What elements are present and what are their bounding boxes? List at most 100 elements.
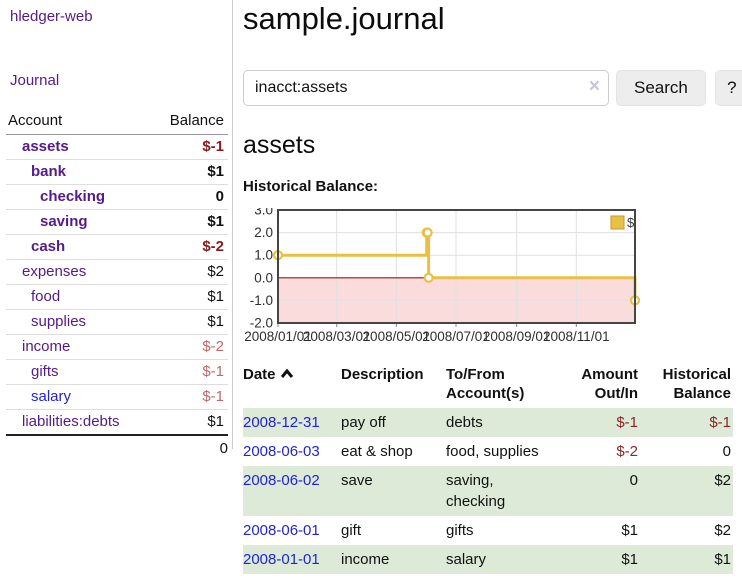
sidebar-item-journal[interactable]: Journal xyxy=(10,72,60,89)
transaction-description: gift xyxy=(341,522,362,539)
account-row: saving $1 xyxy=(6,209,228,235)
account-row: supplies $1 xyxy=(6,309,228,335)
x-axis-tick-label: 2008/11/01 xyxy=(543,329,610,344)
transaction-accounts: food, supplies xyxy=(446,443,539,460)
accounts-header-account: Account xyxy=(6,110,152,135)
account-row: gifts $-1 xyxy=(6,359,228,385)
y-axis-tick-label: 0.0 xyxy=(254,270,273,285)
search-input-wrap: × xyxy=(243,70,609,106)
account-link[interactable]: checking xyxy=(40,188,106,205)
accounts-rows: assets $-1 bank $1 checking 0 saving $1 cash $-2 e… xyxy=(6,134,228,436)
search-input[interactable] xyxy=(243,70,609,106)
account-row: expenses $2 xyxy=(6,259,228,285)
accounts-total-row: 0 xyxy=(6,434,228,462)
clear-search-icon[interactable]: × xyxy=(588,76,600,97)
transaction-balance: $2 xyxy=(640,466,733,516)
transaction-accounts: saving, checking xyxy=(446,466,576,516)
account-balance: 0 xyxy=(151,184,228,210)
transaction-accounts: gifts xyxy=(446,522,474,539)
x-axis-tick-label: 2008/05/01 xyxy=(363,329,431,344)
register-row: 2008-06-02 save saving, checking 0 $2 xyxy=(243,466,733,516)
transaction-date-link[interactable]: 2008-06-03 xyxy=(243,443,320,460)
sort-ascending-icon xyxy=(280,368,293,378)
account-row: liabilities:debts $1 xyxy=(6,409,228,436)
y-axis-tick-label: -1.0 xyxy=(250,293,273,308)
transaction-date-link[interactable]: 2008-06-01 xyxy=(243,522,320,539)
account-link[interactable]: bank xyxy=(31,163,67,180)
account-row: bank $1 xyxy=(6,159,228,185)
account-balance: $1 xyxy=(151,209,228,235)
transaction-amount: $-2 xyxy=(616,443,638,460)
account-link[interactable]: expenses xyxy=(22,263,87,280)
account-row: income $-2 xyxy=(6,334,228,360)
account-heading: assets xyxy=(243,131,316,159)
account-link[interactable]: gifts xyxy=(31,363,59,380)
y-axis-tick-label: 3.0 xyxy=(254,208,273,218)
transaction-date-link[interactable]: 2008-01-01 xyxy=(243,551,320,568)
account-balance: $1 xyxy=(151,159,228,185)
register-table: Date Description To/From Account(s) Amou… xyxy=(243,365,733,574)
search-button[interactable]: Search xyxy=(616,70,706,106)
transaction-amount: $1 xyxy=(576,545,640,574)
main-content: sample.journal × Search ? assets Histori… xyxy=(233,0,742,574)
plot-border xyxy=(277,209,636,324)
register-header-amount: Amount Out/In xyxy=(581,366,638,402)
account-balance: $1 xyxy=(151,284,228,310)
account-link[interactable]: income xyxy=(22,338,71,355)
account-row: checking 0 xyxy=(6,184,228,210)
x-axis-tick-label: 2008/07/01 xyxy=(422,329,490,344)
register-row: 2008-06-01 gift gifts $1 $2 xyxy=(243,516,733,545)
historical-balance-chart: $3.0 2.0 1.0 0.0 -1.0 -2.02008/01/012008/03/0… xyxy=(244,208,641,344)
register-header-date[interactable]: Date xyxy=(243,365,341,408)
transaction-balance: 0 xyxy=(722,443,731,460)
transaction-accounts: debts xyxy=(446,408,576,437)
register-row: 2008-06-03 eat & shop food, supplies $-2 0 xyxy=(243,437,733,466)
account-link[interactable]: liabilities:debts xyxy=(22,413,120,430)
account-balance: $-1 xyxy=(151,384,228,410)
y-axis-tick-label: 2.0 xyxy=(254,225,273,240)
transaction-description: save xyxy=(341,466,446,516)
account-link[interactable]: assets xyxy=(22,138,69,155)
account-balance: $1 xyxy=(151,409,228,436)
account-row: food $1 xyxy=(6,284,228,310)
transaction-date-link[interactable]: 2008-06-02 xyxy=(243,472,320,489)
account-link[interactable]: saving xyxy=(40,213,88,230)
account-balance: $-2 xyxy=(151,234,228,260)
account-row: assets $-1 xyxy=(6,134,228,160)
transaction-accounts: salary xyxy=(446,545,576,574)
transaction-description: eat & shop xyxy=(341,443,413,460)
accounts-header-balance: Balance xyxy=(151,110,228,135)
sidebar: hledger-web Journal Account Balance asse… xyxy=(0,0,233,462)
account-balance: $-1 xyxy=(151,134,228,160)
accounts-table: Account Balance assets $-1 bank $1 checking 0… xyxy=(6,110,228,462)
transaction-balance: $1 xyxy=(640,545,733,574)
app-title-link[interactable]: hledger-web xyxy=(10,8,93,25)
register-row: 2008-01-01 income salary $1 $1 xyxy=(243,545,733,574)
accounts-header-row: Account Balance xyxy=(6,110,228,135)
register-header-balance: Historical Balance xyxy=(662,366,731,402)
account-row: salary $-1 xyxy=(6,384,228,410)
transaction-description: pay off xyxy=(341,408,446,437)
x-axis-tick-label: 2008/01/01 xyxy=(244,329,312,344)
transaction-amount: 0 xyxy=(576,466,640,516)
legend-label: $ xyxy=(627,215,635,230)
register-header-date-label: Date xyxy=(243,366,276,383)
data-point-marker xyxy=(422,227,433,238)
account-link[interactable]: salary xyxy=(31,388,72,405)
account-balance: $-1 xyxy=(151,359,228,385)
register-rows: 2008-12-31 pay off debts $-1 $-1 2008-06-03 ea… xyxy=(243,408,733,574)
register-header-accounts: To/From Account(s) xyxy=(446,366,525,402)
data-point-marker xyxy=(423,272,434,283)
transaction-amount: $-1 xyxy=(576,408,640,437)
accounts-total-value: 0 xyxy=(151,434,228,462)
transaction-date-link[interactable]: 2008-12-31 xyxy=(243,414,320,431)
account-link[interactable]: cash xyxy=(31,238,66,255)
account-link[interactable]: food xyxy=(31,288,61,305)
transaction-balance: $2 xyxy=(714,522,731,539)
account-link[interactable]: supplies xyxy=(31,313,87,330)
chart-label: Historical Balance: xyxy=(243,178,379,195)
register-header-description: Description xyxy=(341,366,424,383)
x-axis-tick-label: 2008/03/01 xyxy=(303,329,371,344)
help-button[interactable]: ? xyxy=(714,70,742,106)
